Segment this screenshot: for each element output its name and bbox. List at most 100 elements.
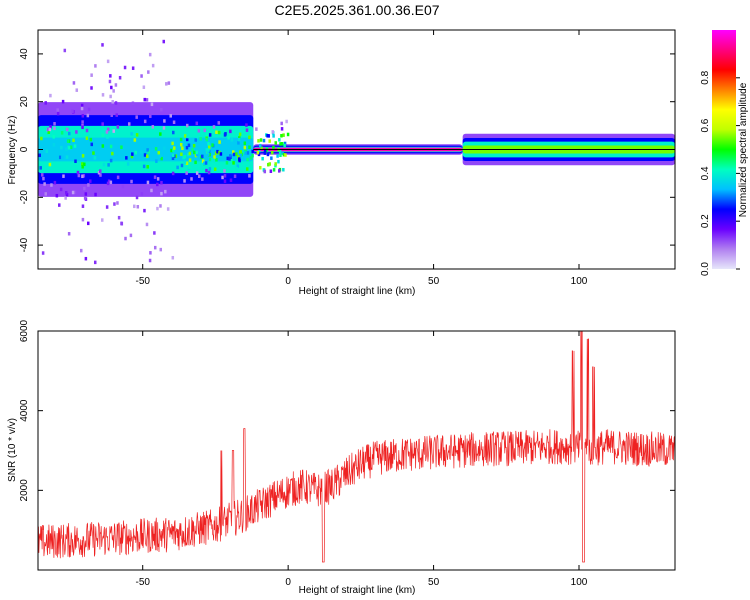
spectrogram-speckle	[188, 165, 191, 169]
spectrogram-speckle	[65, 155, 69, 159]
spectrogram-speckle	[150, 102, 154, 107]
spectrogram-speckle	[266, 152, 270, 157]
spectrogram-speckle	[188, 158, 192, 162]
spectrogram-speckle	[213, 155, 216, 159]
spectrogram-speckle	[167, 81, 171, 85]
spectrogram-speckle	[221, 175, 224, 180]
spectrogram-speckle	[94, 64, 97, 68]
spectrogram-speckle	[109, 74, 112, 78]
spectrogram-speckle	[226, 156, 230, 161]
spectrogram-speckle	[197, 129, 201, 133]
spectrogram-speckle	[276, 154, 279, 158]
spectrogram-speckle	[207, 142, 210, 146]
spectrogram-speckle	[155, 159, 158, 163]
spectrogram-speckle	[194, 160, 197, 165]
spectrogram-speckle	[140, 150, 143, 154]
spectrogram-speckle	[107, 179, 111, 183]
spectrogram-speckle	[62, 174, 65, 178]
spectrogram-speckle	[201, 177, 204, 181]
spectrogram-speckle	[64, 196, 67, 200]
spectrogram-speckle	[118, 75, 122, 80]
spectrogram-speckle	[116, 175, 120, 180]
spectrogram-speckle	[129, 233, 133, 238]
spectrogram-speckle	[84, 192, 88, 196]
spectrogram-speckle	[93, 260, 97, 265]
spectrogram-speckle	[185, 171, 188, 175]
spectrogram-speckle	[108, 79, 112, 84]
spectrogram-speckle	[102, 162, 106, 167]
spectrogram-speckle	[183, 160, 187, 165]
spectrogram-speckle	[147, 150, 150, 154]
spectrogram-speckle	[82, 174, 86, 178]
spectrogram-speckle	[110, 113, 113, 117]
spectrogram-speckle	[185, 161, 189, 166]
spectrogram-speckle	[280, 127, 284, 131]
spectrogram-speckle	[172, 153, 175, 158]
spectrogram-speckle	[278, 138, 281, 142]
spectrogram-speckle	[156, 182, 159, 187]
spectrogram-speckle	[109, 94, 112, 99]
figure-title: C2E5.2025.361.00.36.E07	[274, 2, 439, 18]
snr-xlabel: Height of straight line (km)	[299, 585, 416, 596]
spectrogram-speckle	[65, 127, 69, 132]
spectrogram-speckle	[286, 132, 290, 137]
spectrogram-speckle	[74, 159, 77, 163]
spectrogram-speckle	[267, 162, 270, 167]
spectrogram-speckle	[142, 164, 146, 169]
spectrogram-speckle	[230, 158, 233, 163]
spectrogram-speckle	[86, 221, 90, 226]
spectrogram-speckle	[180, 152, 183, 156]
spectrogram-speckle	[45, 149, 49, 153]
snr-panel: -50 0 50 100 2000 4000 6000 Height of straight…	[7, 319, 676, 596]
spectrogram-speckle	[114, 83, 118, 87]
spectrogram-speckle	[205, 148, 209, 152]
spectrogram-speckle	[205, 137, 209, 142]
spectrogram-speckle	[232, 152, 236, 157]
spectrogram-speckle	[53, 122, 56, 126]
spectrogram-speckle	[65, 147, 68, 151]
spectrogram-speckle	[218, 151, 221, 155]
spectrogram-speckle	[259, 165, 262, 170]
spectrogram-speckle	[156, 177, 160, 181]
spectrogram-xlabel: Height of straight line (km)	[299, 286, 416, 297]
spectrogram-speckle	[142, 85, 146, 89]
spectrogram-speckle	[87, 183, 90, 187]
spectrogram-speckle	[90, 73, 93, 77]
spectrogram-speckle	[284, 153, 287, 157]
spectrogram-speckle	[223, 169, 226, 173]
spectrogram-speckle	[230, 138, 234, 142]
spectrogram-speckle	[263, 149, 267, 153]
spectrogram-speckle	[278, 150, 282, 154]
spectrogram-ylabel: Frequency (Hz)	[7, 116, 18, 185]
spectrogram-speckle	[47, 130, 51, 135]
spectrogram-speckle	[263, 151, 267, 155]
spectrogram-speckle	[280, 121, 283, 126]
spectrogram-speckle	[133, 204, 136, 209]
spectrogram-speckle	[146, 165, 149, 169]
colorbar: 0.0 0.2 0.4 0.6 0.8 Normalized spectral ampl…	[700, 30, 749, 276]
spectrogram-speckle	[149, 114, 152, 118]
spectrogram-speckle	[192, 144, 196, 148]
snr-series-line	[38, 331, 675, 563]
spectrogram-speckle	[165, 82, 168, 86]
spectrogram-speckle	[233, 174, 237, 178]
colorbar-tick-label: 0.4	[700, 166, 711, 180]
spectrogram-speckle	[143, 97, 146, 102]
spectrogram-speckle	[163, 119, 166, 123]
spectrogram-speckle	[172, 148, 175, 152]
spectrogram-speckle	[131, 101, 135, 106]
spectrogram-speckle	[268, 139, 271, 143]
spectrogram-speckle	[195, 152, 199, 157]
spectrogram-speckle	[143, 208, 146, 213]
spectrogram-speckle	[44, 192, 47, 196]
spectrogram-speckle	[73, 190, 77, 194]
spectrogram-speckle	[239, 153, 242, 157]
spectrogram-speckle	[246, 157, 249, 162]
spectrogram-speckle	[146, 148, 149, 152]
spectrogram-speckle	[171, 255, 175, 260]
spectrogram-ytick-label: 20	[19, 96, 30, 108]
spectrogram-speckle	[81, 204, 85, 208]
spectrogram-speckle	[170, 148, 173, 153]
spectrogram-speckle	[201, 154, 204, 159]
snr-xtick-label: 0	[285, 577, 291, 588]
